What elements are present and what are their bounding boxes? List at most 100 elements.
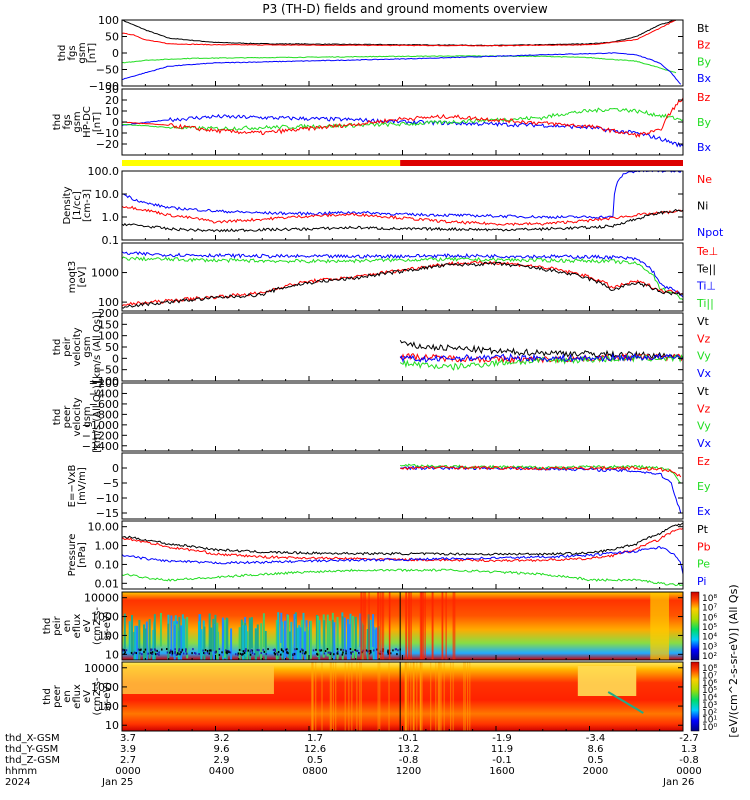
colorbar-tick-label: 10⁶ (702, 679, 717, 689)
x-axis-labels: thd_X-GSMthd_Y-GSMthd_Z-GSMhhmm20243.73.… (5, 733, 702, 788)
y-axis-label-line: peer (52, 684, 63, 708)
spectrogram-noise (185, 648, 187, 651)
spectrogram-streak (280, 612, 283, 644)
legend-item: Ey (697, 480, 711, 493)
spectrogram-streak (328, 620, 331, 660)
spectrogram-noise (341, 653, 344, 656)
spectrogram-streak (311, 662, 313, 731)
spectrogram-noise (218, 648, 221, 651)
spectrogram-noise (218, 653, 221, 656)
y-tick-label: 0.1 (102, 234, 120, 247)
colorbar-tick-label: 10³ (702, 642, 717, 652)
spectrogram-noise (235, 653, 237, 656)
colorbar-label: [eV/(cm^2-s-sr-eV)] (All Qs) (727, 584, 740, 737)
spectrogram-noise (178, 649, 180, 652)
x-axis-value: 12.6 (304, 744, 326, 755)
legend-item: Pi (697, 575, 706, 588)
spectrogram-noise (209, 649, 212, 652)
spectrogram-noise (122, 649, 125, 652)
spectrogram-noise (276, 652, 278, 655)
spectrogram-noise (177, 652, 179, 655)
spectrogram-streak (304, 631, 307, 660)
spectrogram-streak (405, 662, 407, 731)
y-axis-label-line: gsm (77, 42, 88, 63)
series-line-Ni (122, 208, 683, 233)
spectrogram-noise (215, 651, 217, 654)
spectrogram-streak (230, 628, 233, 660)
spectrogram-noise (208, 652, 211, 655)
spectrogram-noise (286, 648, 288, 651)
colorbar-tick-label: 10¹ (702, 716, 717, 726)
y-tick-label: 100 (98, 14, 119, 27)
spectrogram-noise (123, 649, 126, 652)
spectrogram-noise (151, 648, 153, 651)
y-tick-label: 10000 (84, 592, 119, 605)
y-axis-label-line: fgs (67, 45, 78, 60)
spectrogram-streak (381, 592, 384, 660)
spectrogram-streak (153, 614, 156, 654)
spectrogram-noise (251, 649, 254, 652)
spectrogram-streak (181, 614, 184, 649)
y-tick-label: −600 (89, 398, 119, 411)
y-tick-label: −50 (96, 364, 119, 377)
spectrogram-noise (198, 652, 200, 655)
x-axis-value: 1.3 (681, 744, 697, 755)
y-axis-label-line: thd (52, 339, 63, 356)
spectrogram-noise (166, 651, 169, 654)
spectrogram-noise (276, 653, 279, 656)
spectrogram-streak (377, 592, 380, 660)
x-axis-value: 3.9 (120, 744, 136, 755)
spectrogram-streak (437, 662, 439, 731)
spectrogram-streak (223, 619, 226, 658)
colorbar-tick-label: 10⁸ (702, 664, 717, 674)
spectrogram-streak (288, 631, 291, 660)
colorbar-tick-label: 10⁴ (702, 633, 717, 643)
colorbar-tick-label: 10⁷ (702, 604, 717, 614)
spectrogram-streak (413, 662, 415, 731)
spectrogram-noise (263, 650, 266, 653)
spectrogram-streak (293, 614, 296, 649)
spectrogram-streak (309, 620, 312, 659)
y-tick-label: −5 (103, 477, 119, 490)
y-tick-label: −100 (89, 375, 119, 388)
spectrogram-streak (369, 619, 372, 651)
spectrogram-noise (250, 649, 253, 652)
series-line-Pb (122, 528, 683, 563)
series-line-Bt (122, 20, 677, 47)
spectrogram-streak (341, 616, 344, 650)
spectrogram-streak (299, 627, 302, 660)
y-tick-label: −20 (96, 138, 119, 151)
y-tick-label: −50 (96, 64, 119, 77)
spectrogram-noise (329, 651, 331, 654)
y-axis-label-line: velocity (72, 327, 83, 366)
spectrogram-noise (397, 649, 399, 652)
y-axis-label-line: peir (52, 615, 63, 635)
x-axis-value: 0.5 (588, 755, 604, 766)
spectrogram-streak (412, 662, 414, 731)
legend-item: Pb (697, 540, 711, 553)
spectrogram-noise (372, 649, 375, 652)
spectrogram-streak (335, 662, 337, 731)
y-tick-label: 0.10 (95, 558, 120, 571)
colorbar-tick-label: 10⁵ (702, 686, 717, 696)
spectrogram-noise (354, 648, 356, 651)
spectrogram-noise (394, 648, 397, 651)
spectrogram-noise (245, 648, 247, 651)
spectrogram-noise (180, 651, 182, 654)
spectrogram-streak (300, 620, 303, 660)
y-axis-label: thdpeirenefluxeV(cm2-s-sr-eV) (42, 607, 113, 645)
series-line-Ex (400, 465, 682, 514)
spectrogram-streak (453, 592, 456, 660)
spectrogram-noise (139, 652, 141, 655)
legend-item: Ni (697, 200, 708, 213)
y-axis-label-line: [nT] (92, 112, 103, 132)
spectrogram-streak (469, 662, 471, 731)
spectrogram-streak (138, 619, 141, 660)
y-axis-label-line: [eV] (77, 267, 88, 288)
y-axis-label-line: thd (42, 688, 53, 705)
spectrogram-noise (241, 653, 243, 656)
spectrogram-streak (410, 662, 412, 731)
spectrogram-streak (302, 612, 305, 655)
spectrogram-streak (245, 625, 248, 657)
y-axis-label-line: E=−VxB (67, 465, 78, 508)
